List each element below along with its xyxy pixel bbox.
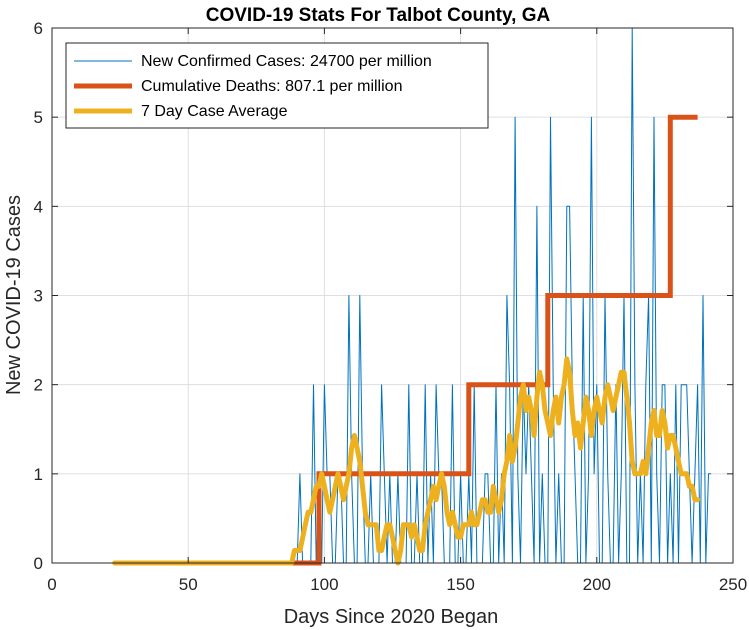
x-tick-label: 200 [583,575,611,594]
chart-title: COVID-19 Stats For Talbot County, GA [206,5,551,26]
y-tick-label: 3 [34,287,43,306]
legend-label-new-cases: New Confirmed Cases: 24700 per million [141,53,432,70]
y-tick-label: 2 [34,376,43,395]
x-axis-label: Days Since 2020 Began [284,606,499,628]
y-tick-label: 0 [34,554,43,573]
tick-marks [51,27,734,564]
x-tick-label: 100 [310,575,338,594]
x-tick-label: 150 [446,575,474,594]
series-line-cumulative-deaths [114,114,698,566]
y-tick-label: 6 [34,19,43,38]
y-tick-label: 1 [34,465,43,484]
legend-box [65,42,489,129]
tick-labels: 0 50 100 150 200 250 0 1 2 3 4 5 6 [34,19,748,594]
y-tick-label: 5 [34,108,43,127]
legend: New Confirmed Cases: 24700 per million C… [65,42,489,129]
y-axis-label: New COVID-19 Cases [3,195,25,395]
legend-label-7-day-average: 7 Day Case Average [141,103,288,120]
x-tick-label: 0 [47,575,56,594]
series-line-7-day-average [112,356,701,566]
x-tick-label: 250 [719,575,747,594]
y-tick-label: 4 [34,197,43,216]
x-tick-label: 50 [179,575,198,594]
legend-label-cumulative-deaths: Cumulative Deaths: 807.1 per million [141,78,402,95]
